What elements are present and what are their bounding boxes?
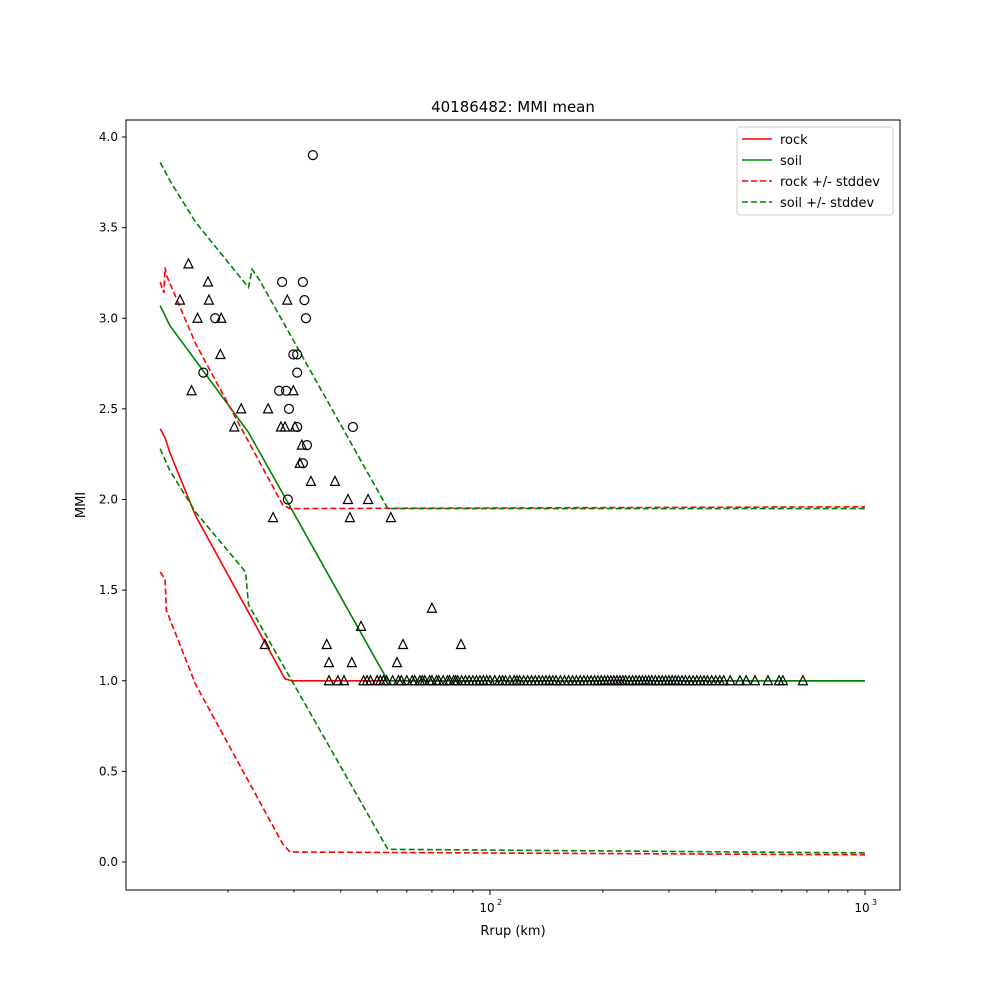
- triangle-point: [267, 511, 279, 523]
- triangle-point: [329, 475, 341, 486]
- y-tick-label: 1.5: [99, 583, 118, 597]
- triangle-point: [395, 674, 407, 686]
- triangle-point: [289, 420, 301, 432]
- triangle-point: [182, 257, 194, 269]
- y-tick-label: 1.0: [99, 674, 118, 688]
- y-tick-label: 0.5: [99, 764, 118, 778]
- circle-point: [198, 367, 209, 378]
- triangle-point: [344, 511, 356, 523]
- triangle-point: [777, 674, 789, 686]
- axes-layer: 0.00.51.01.52.02.53.03.54.010 2 10 3: [99, 130, 877, 915]
- circle-point: [210, 313, 221, 324]
- triangle-point: [214, 348, 226, 360]
- circle-point: [299, 295, 310, 306]
- triangle-point: [235, 402, 247, 414]
- triangle-point: [262, 402, 274, 414]
- triangle-point: [387, 674, 399, 686]
- triangle-point: [740, 674, 752, 686]
- triangle-point: [281, 293, 293, 305]
- legend-label: soil: [780, 154, 802, 169]
- x-tick-exponent: 2: [497, 898, 502, 907]
- plot-frame: [125, 119, 901, 891]
- y-tick-label: 3.5: [99, 221, 118, 235]
- triangle-point: [355, 620, 367, 631]
- triangle-point: [749, 674, 761, 686]
- x-tick-exponent: 3: [872, 898, 877, 907]
- circle-point: [292, 367, 303, 378]
- triangle-point: [202, 275, 214, 287]
- legend-box: [736, 126, 894, 216]
- triangle-point: [338, 674, 350, 686]
- y-tick-label: 2.5: [99, 402, 118, 416]
- circle-point: [307, 150, 318, 161]
- triangle-point: [259, 638, 271, 650]
- triangle-point: [321, 638, 333, 650]
- triangle-point: [455, 638, 467, 650]
- y-tick-label: 4.0: [99, 130, 118, 144]
- triangle-point: [296, 438, 308, 450]
- triangle-point: [215, 311, 227, 323]
- triangle-point: [192, 311, 204, 323]
- triangle-point: [718, 674, 730, 686]
- lines-layer: [159, 162, 866, 856]
- triangle-point: [228, 420, 240, 432]
- y-tick-label: 3.0: [99, 311, 118, 325]
- triangle-point: [287, 384, 299, 396]
- triangle-point: [426, 601, 438, 613]
- triangle-point: [797, 674, 809, 686]
- series-line-soil: [159, 305, 865, 682]
- x-tick-label: 10: [854, 901, 869, 915]
- triangle-point: [174, 293, 186, 305]
- y-tick-label: 0.0: [99, 855, 118, 869]
- triangle-point: [381, 674, 393, 686]
- circle-point: [283, 403, 295, 414]
- series-line-stddev-lower-3: [159, 571, 866, 856]
- series-line-soil-stddev: [159, 162, 865, 510]
- triangle-point: [323, 674, 335, 686]
- circle-point: [300, 313, 312, 324]
- legend: rock soil rock +/- stddev soil +/- stddev: [736, 126, 894, 216]
- triangle-point: [401, 674, 413, 686]
- triangle-point: [294, 456, 306, 468]
- y-tick-label: 2.0: [99, 493, 118, 507]
- circle-point: [274, 385, 285, 396]
- x-axis-label: Rrup (km): [480, 924, 545, 939]
- triangle-point: [323, 656, 335, 668]
- triangle-point: [734, 674, 746, 686]
- x-tick-label: 10: [479, 901, 494, 915]
- triangle-point: [364, 674, 376, 686]
- triangle-point: [305, 475, 317, 486]
- triangle-point: [342, 493, 354, 505]
- triangle-point: [391, 656, 403, 668]
- y-axis-label: MMI: [74, 492, 89, 518]
- triangle-point: [332, 674, 344, 686]
- triangle-point: [397, 638, 409, 650]
- legend-label: soil +/- stddev: [780, 196, 875, 211]
- triangle-point: [279, 420, 291, 432]
- circle-point: [347, 421, 359, 433]
- triangle-point: [762, 674, 774, 686]
- triangle-point: [186, 384, 198, 396]
- series-line-rock: [159, 428, 865, 682]
- triangle-point: [362, 493, 374, 505]
- legend-label: rock: [780, 133, 808, 148]
- triangle-point: [346, 656, 358, 668]
- circle-point: [277, 276, 288, 288]
- points-layer: [174, 150, 809, 686]
- series-line-rock-stddev: [159, 267, 866, 510]
- legend-label: rock +/- stddev: [780, 175, 880, 190]
- triangle-point: [724, 674, 736, 686]
- triangle-point: [203, 293, 215, 305]
- circle-point: [292, 349, 303, 360]
- triangle-point: [385, 511, 397, 523]
- chart-title: 40186482: MMI mean: [431, 98, 595, 116]
- circle-point: [282, 494, 293, 505]
- circle-point: [297, 276, 308, 288]
- series-line-stddev-lower-5: [159, 448, 866, 854]
- circle-point: [288, 349, 299, 360]
